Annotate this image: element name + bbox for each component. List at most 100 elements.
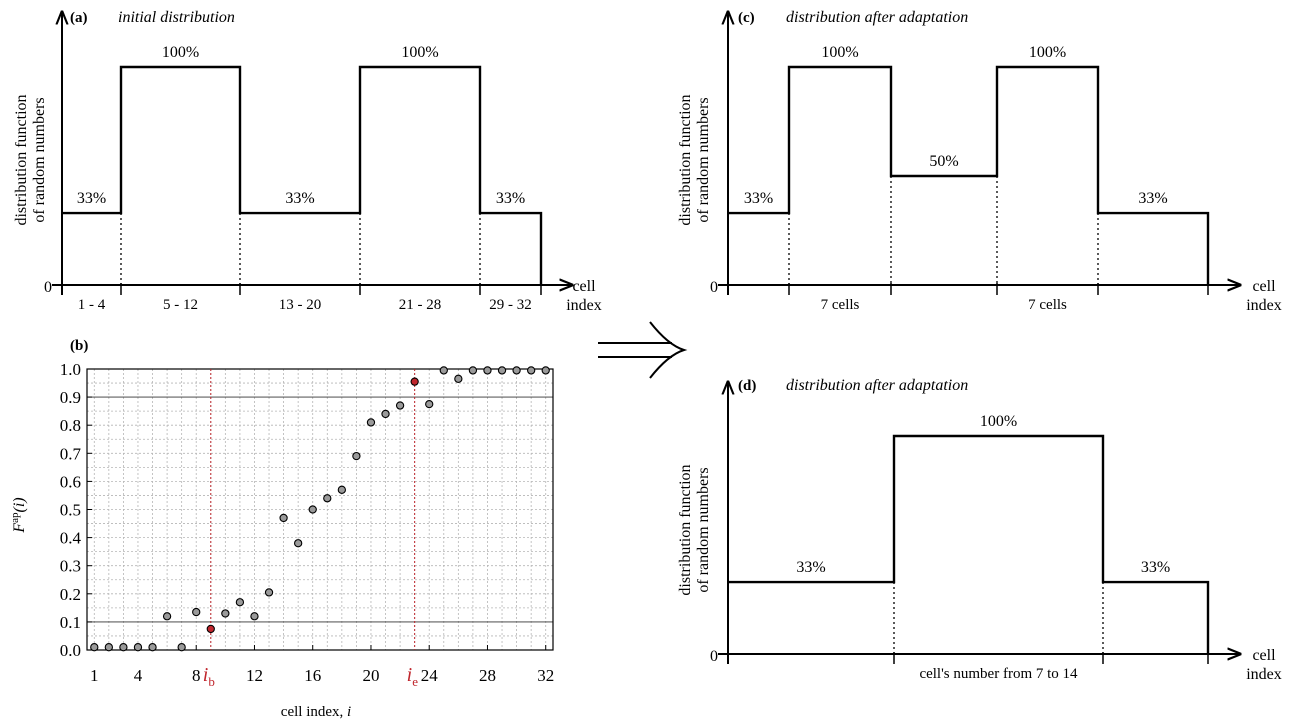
segment-percent-label: 100% (1029, 44, 1066, 61)
data-point (104, 643, 113, 652)
highlight-axis-label: ib (203, 664, 215, 689)
highlighted-data-point (410, 377, 419, 386)
segment-percent-label: 100% (401, 44, 438, 61)
panel-d-step-plot: 33% 100% cell's number from 7 to 14 33% (718, 382, 1240, 682)
panel-c: (c) distribution after adaptation 33% 100… (677, 9, 1282, 314)
distribution-step-line (728, 434, 1210, 654)
distribution-step-line (728, 65, 1210, 285)
panel-a-step-plot: 33% 1 - 4 100% 5 - 12 33% 13 - 20 100% 21 - 28 3… (52, 12, 572, 313)
y-tick-label: 0.0 (60, 641, 81, 660)
segment-percent-label: 33% (285, 190, 314, 207)
y-tick-label: 1.0 (60, 360, 81, 379)
panel-b-ylabel: Fap(i) (9, 497, 28, 533)
data-point (90, 643, 99, 652)
transition-arrow-icon (598, 321, 688, 379)
panel-d-xlabel-line2: index (1246, 666, 1282, 683)
data-point (119, 643, 128, 652)
data-point (497, 366, 507, 375)
segment-percent-label: 100% (162, 44, 199, 61)
data-point (381, 409, 390, 419)
segment-range-label: cell's number from 7 to 14 (919, 666, 1078, 682)
data-point (468, 366, 478, 375)
data-point (483, 366, 492, 375)
panel-b: (b) 0.0 0.1 0.2 0.3 0.4 0.5 0.6 0.7 0.8 0.9 1.0 1 4 8… (9, 338, 554, 720)
x-tick-label: 16 (304, 666, 321, 685)
x-tick-label: 20 (362, 666, 379, 685)
panel-b-scatter-plot: 0.0 0.1 0.2 0.3 0.4 0.5 0.6 0.7 0.8 0.9 1.0 1 4 8 12 16… (60, 360, 554, 689)
segment-percent-label: 33% (77, 190, 106, 207)
y-tick-label: 0.6 (60, 472, 81, 491)
data-point (192, 607, 201, 617)
segment-percent-label: 33% (1138, 190, 1167, 207)
segment-range-label: 21 - 28 (399, 297, 442, 313)
data-point (323, 494, 332, 503)
data-point (308, 505, 317, 514)
segment-percent-label: 33% (744, 190, 773, 207)
x-tick-label: 32 (537, 666, 554, 685)
panel-a: (a) initial distribution 33% 1 - 4 100% 5 -… (13, 9, 602, 314)
segment-range-label: 29 - 32 (489, 297, 532, 313)
data-point (541, 366, 550, 375)
data-point (133, 643, 143, 652)
panel-c-step-plot: 33% 100% 7 cells 50% 100% 7 cells 33% (718, 12, 1240, 313)
y-tick-label: 0.2 (60, 585, 81, 604)
data-point (250, 612, 259, 621)
data-point (264, 588, 274, 597)
data-point (148, 643, 157, 652)
x-tick-label: 28 (479, 666, 496, 685)
panel-c-tag: (c) (738, 10, 755, 26)
segment-range-label: 7 cells (821, 297, 860, 313)
y-tick-label: 0.1 (60, 613, 81, 632)
data-point (294, 539, 303, 548)
data-point (439, 366, 448, 375)
panel-a-zero-label: 0 (44, 279, 52, 296)
segment-percent-label: 100% (980, 413, 1017, 430)
panel-c-ylabel-line2: of random numbers (695, 97, 712, 222)
data-point (512, 366, 521, 375)
x-tick-label: 8 (192, 666, 201, 685)
y-tick-label: 0.8 (60, 416, 81, 435)
distribution-step-line (62, 65, 543, 285)
segment-percent-label: 50% (929, 153, 958, 170)
data-point (395, 401, 405, 410)
panel-d-xlabel-line1: cell (1252, 647, 1276, 664)
x-tick-label: 12 (246, 666, 263, 685)
panel-a-title: initial distribution (118, 9, 235, 26)
data-point (454, 374, 463, 383)
panel-d: (d) distribution after adaptation 33% 100… (677, 377, 1282, 683)
segment-percent-label: 33% (1141, 559, 1170, 576)
panel-c-title: distribution after adaptation (786, 9, 968, 26)
panel-c-zero-label: 0 (710, 279, 718, 296)
panel-a-ylabel-line1: distribution function (13, 94, 30, 225)
panel-a-ylabel-line2: of random numbers (31, 97, 48, 222)
panel-d-ylabel-line2: of random numbers (695, 467, 712, 592)
x-tick-label: 1 (90, 666, 99, 685)
data-point (352, 451, 361, 461)
data-point (337, 485, 346, 494)
panel-c-ylabel-line1: distribution function (677, 94, 694, 225)
segment-percent-label: 33% (496, 190, 525, 207)
panel-c-xlabel-line1: cell (1252, 278, 1276, 295)
y-tick-label: 0.4 (60, 529, 82, 548)
segment-range-label: 13 - 20 (279, 297, 322, 313)
panel-d-tag: (d) (738, 378, 756, 394)
y-tick-label: 0.5 (60, 501, 81, 520)
panel-c-xlabel-line2: index (1246, 297, 1282, 314)
segment-percent-label: 33% (796, 559, 825, 576)
segment-percent-label: 100% (821, 44, 858, 61)
highlighted-data-point (206, 624, 215, 634)
x-tick-label: 4 (134, 666, 143, 685)
data-point (221, 609, 230, 618)
segment-range-label: 7 cells (1028, 297, 1067, 313)
panel-b-xlabel: cell index, i (281, 704, 351, 720)
panel-a-xlabel-line2: index (566, 297, 602, 314)
segment-range-label: 5 - 12 (163, 297, 198, 313)
data-point (527, 366, 536, 375)
panel-d-ylabel-line1: distribution function (677, 464, 694, 595)
panel-b-tag: (b) (70, 338, 88, 354)
segment-range-label: 1 - 4 (78, 297, 106, 313)
y-tick-label: 0.3 (60, 557, 81, 576)
x-tick-label: 24 (421, 666, 439, 685)
panel-d-title: distribution after adaptation (786, 377, 968, 394)
